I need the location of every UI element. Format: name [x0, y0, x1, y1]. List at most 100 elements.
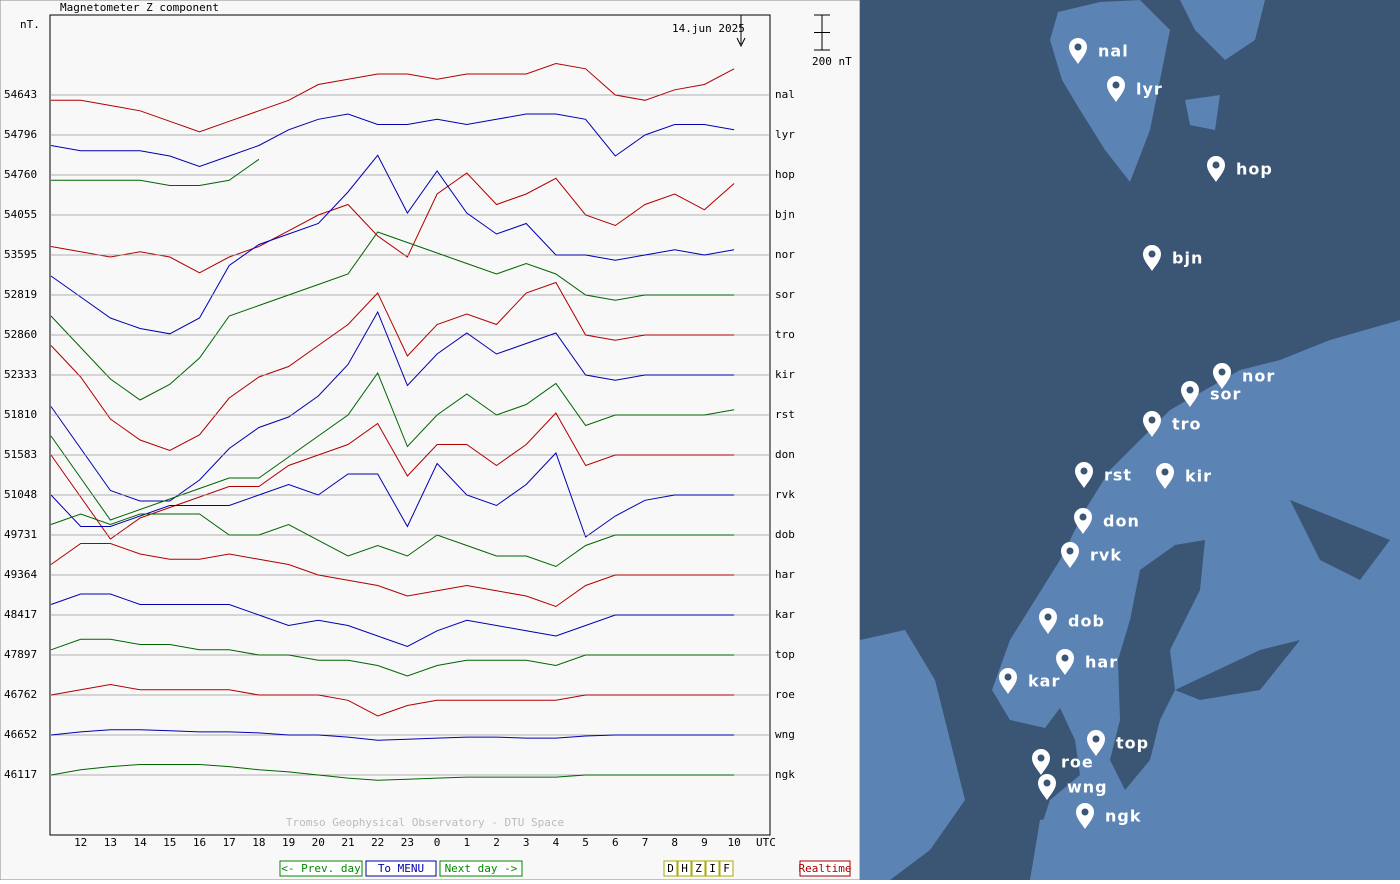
component-label[interactable]: H: [681, 862, 688, 875]
map-marker[interactable]: rst: [1075, 462, 1132, 488]
map-marker[interactable]: wng: [1038, 774, 1108, 800]
baseline-label: 54055: [4, 208, 37, 221]
map-label: ngk: [1105, 807, 1141, 826]
pin-dot: [1037, 754, 1045, 762]
station-label: hop: [775, 168, 795, 181]
map-marker[interactable]: rvk: [1061, 542, 1122, 568]
trace: [51, 158, 260, 186]
map-label: lyr: [1136, 80, 1163, 99]
pin: [1075, 462, 1093, 488]
map-marker[interactable]: kir: [1156, 463, 1212, 489]
x-tick-label: 19: [282, 836, 295, 849]
baseline-label: 47897: [4, 648, 37, 661]
trace: [50, 412, 735, 540]
arrow-head: [736, 37, 746, 48]
station-label: bjn: [775, 208, 795, 221]
map-label: dob: [1068, 612, 1105, 631]
pin: [1069, 38, 1087, 64]
map-marker[interactable]: har: [1056, 649, 1118, 675]
map-label: kar: [1028, 672, 1060, 691]
prev-label[interactable]: <- Prev. day: [281, 862, 361, 875]
component-button[interactable]: [691, 860, 706, 877]
component-label[interactable]: F: [723, 862, 730, 875]
pin: [1213, 363, 1231, 389]
next-button[interactable]: [439, 860, 523, 877]
baseline-label: 54796: [4, 128, 37, 141]
x-tick-label: 14: [133, 836, 147, 849]
x-tick-label: 6: [612, 836, 619, 849]
station-label: kir: [775, 368, 795, 381]
component-label[interactable]: Z: [695, 862, 702, 875]
trace: [50, 452, 735, 538]
next-label[interactable]: Next day ->: [445, 862, 518, 875]
map-marker[interactable]: kar: [999, 668, 1060, 694]
component-label[interactable]: I: [709, 862, 716, 875]
baseline-label: 51048: [4, 488, 37, 501]
baseline-label: 46762: [4, 688, 37, 701]
component-button[interactable]: [705, 860, 720, 877]
component-label[interactable]: D: [667, 862, 674, 875]
map-marker[interactable]: nor: [1213, 363, 1275, 389]
baltic: [1110, 540, 1205, 790]
station-label: roe: [775, 688, 795, 701]
x-tick-label: 1: [463, 836, 470, 849]
map-marker[interactable]: lyr: [1107, 76, 1163, 102]
map-label: top: [1116, 734, 1149, 753]
watermark: Tromso Geophysical Observatory - DTU Spa…: [286, 816, 564, 829]
pin-dot: [1218, 368, 1226, 376]
menu-label[interactable]: To MENU: [378, 862, 424, 875]
pin-dot: [1066, 547, 1074, 555]
trace: [50, 281, 735, 452]
map-marker[interactable]: sor: [1181, 381, 1241, 407]
map-marker[interactable]: bjn: [1143, 245, 1203, 271]
baseline-label: 54760: [4, 168, 37, 181]
trace: [50, 513, 735, 568]
map-marker[interactable]: hop: [1207, 156, 1273, 182]
pin-dot: [1081, 808, 1089, 816]
x-tick-label: 21: [341, 836, 354, 849]
x-tick-label: 4: [553, 836, 560, 849]
pin-dot: [1004, 673, 1012, 681]
x-tick-label: 23: [401, 836, 414, 849]
trace: [50, 593, 735, 648]
component-button[interactable]: [677, 860, 692, 877]
pin-dot: [1148, 416, 1156, 424]
map-marker[interactable]: dob: [1039, 608, 1105, 634]
svalbard-east: [1180, 0, 1265, 130]
x-tick-label: 16: [193, 836, 206, 849]
station-label: don: [775, 448, 795, 461]
prev-button[interactable]: [279, 860, 363, 877]
realtime-button[interactable]: [799, 860, 851, 877]
baseline-label: 54643: [4, 88, 37, 101]
station-label: rst: [775, 408, 795, 421]
realtime-label[interactable]: Realtime: [799, 862, 852, 875]
pin-dot: [1043, 779, 1051, 787]
map-label: hop: [1236, 160, 1273, 179]
map-marker[interactable]: roe: [1032, 749, 1094, 775]
pin: [1061, 542, 1079, 568]
x-tick-label: 17: [223, 836, 236, 849]
map-marker[interactable]: tro: [1143, 411, 1202, 437]
baseline-label: 49364: [4, 568, 37, 581]
gulf-of-finland: [1175, 640, 1300, 700]
baseline-label: 52819: [4, 288, 37, 301]
component-button[interactable]: [663, 860, 678, 877]
pin: [1107, 76, 1125, 102]
menu-button[interactable]: [365, 860, 437, 877]
map-marker[interactable]: nal: [1069, 38, 1129, 64]
pin-dot: [1074, 43, 1082, 51]
trace: [50, 683, 735, 717]
map-marker[interactable]: top: [1087, 730, 1149, 756]
pin-dot: [1161, 468, 1169, 476]
station-label: lyr: [775, 128, 795, 141]
x-tick-label: 22: [371, 836, 384, 849]
map-marker[interactable]: ngk: [1076, 803, 1141, 829]
map-marker[interactable]: don: [1074, 508, 1140, 534]
x-tick-label: 9: [701, 836, 708, 849]
component-button[interactable]: [719, 860, 734, 877]
trace: [50, 764, 735, 781]
baseline-label: 53595: [4, 248, 37, 261]
x-tick-label: 8: [671, 836, 678, 849]
station-label: top: [775, 648, 795, 661]
